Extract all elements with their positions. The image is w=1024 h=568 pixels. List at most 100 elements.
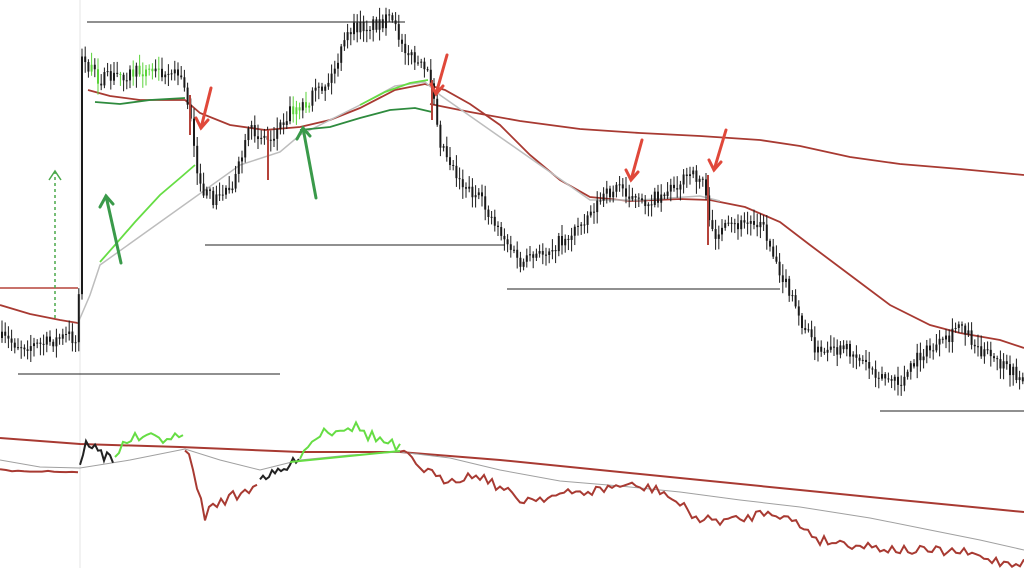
levels: [18, 21, 1024, 412]
candle-body: [647, 204, 650, 207]
candle-body: [324, 86, 327, 91]
candle-body: [119, 73, 122, 75]
candle-body: [541, 251, 544, 255]
candle-body: [317, 86, 320, 88]
candle-body: [503, 235, 506, 240]
candle-body: [231, 188, 234, 191]
oscillator-line: [259, 456, 300, 481]
candle-body: [391, 15, 394, 21]
candle-body: [455, 165, 458, 179]
candle-body: [247, 128, 250, 141]
candle-body: [951, 328, 954, 343]
candle-body: [193, 118, 195, 146]
candle-body: [314, 87, 317, 91]
candle-body: [218, 194, 221, 196]
oscillator-line: [114, 430, 184, 458]
candle-body: [957, 324, 960, 328]
candle-body: [717, 234, 720, 239]
candle-body: [157, 68, 160, 70]
candle-body: [228, 187, 231, 191]
candle-body: [906, 371, 909, 377]
candle-body: [740, 220, 743, 230]
candle-body: [961, 324, 963, 326]
candle-body: [436, 98, 439, 125]
candle-body: [772, 246, 775, 257]
candle-body: [394, 20, 397, 25]
candle-body: [916, 352, 919, 367]
candle-body: [701, 178, 704, 180]
candle-body: [615, 184, 618, 192]
candle-body: [746, 222, 749, 224]
candle-body: [785, 278, 787, 283]
candle-body: [509, 244, 512, 250]
candle-body: [170, 73, 173, 75]
candle-body: [605, 188, 608, 194]
candle-body: [557, 235, 560, 252]
candle-body: [45, 336, 48, 345]
sell-arrow: [194, 86, 213, 131]
candle-body: [1009, 364, 1011, 376]
sell-arrow: [624, 138, 644, 183]
candle-body: [39, 342, 42, 344]
candle-body: [401, 39, 403, 44]
candle-body: [698, 178, 701, 182]
candle-body: [125, 80, 128, 82]
candle-body: [449, 157, 451, 166]
oscillator-line: [0, 468, 79, 474]
candle-body: [260, 137, 263, 139]
oscillator: [0, 420, 1024, 568]
candle-body: [269, 139, 272, 141]
candle-body: [967, 330, 970, 335]
candle-body: [586, 215, 589, 225]
candle-body: [893, 376, 896, 381]
candle-body: [791, 295, 794, 297]
candle-body: [410, 52, 413, 56]
candle-body: [829, 346, 832, 350]
candle-body: [922, 356, 925, 361]
candle-body: [644, 200, 647, 207]
candle-body: [676, 188, 679, 190]
candle-body: [525, 255, 528, 262]
candle-body: [154, 68, 157, 72]
candle-body: [452, 165, 455, 167]
candle-body: [148, 68, 151, 70]
candle-body: [279, 122, 282, 130]
candle-body: [55, 337, 58, 347]
candle-body: [570, 235, 573, 240]
candle-body: [852, 354, 855, 357]
candle-body: [340, 46, 343, 63]
candle-body: [375, 19, 378, 30]
candle-body: [660, 194, 663, 203]
candle-body: [442, 146, 445, 148]
candle-body: [481, 192, 483, 197]
candle-body: [705, 179, 707, 196]
candle-body: [714, 229, 717, 239]
candle-body: [861, 359, 864, 361]
candle-body: [311, 90, 314, 106]
signal-arrows: [98, 53, 728, 265]
candle-body: [522, 261, 525, 267]
candle-body: [855, 354, 858, 358]
candle-body: [282, 122, 285, 125]
candle-body: [986, 349, 989, 351]
candle-body: [359, 21, 362, 33]
candle-body: [321, 86, 323, 91]
candle-body: [381, 19, 384, 29]
candle-body: [1012, 366, 1015, 376]
candle-body: [794, 295, 797, 307]
candle-body: [221, 194, 224, 196]
candle-body: [465, 187, 467, 189]
candle-body: [929, 345, 931, 351]
candle-body: [679, 184, 682, 190]
candle-body: [135, 65, 138, 77]
candle-body: [378, 19, 381, 30]
candle-body: [337, 62, 339, 69]
candle-body: [199, 173, 202, 184]
candle-body: [461, 179, 464, 188]
candle-body: [820, 346, 823, 352]
candle-body: [890, 379, 893, 381]
candle-body: [426, 69, 429, 71]
candle-body: [941, 338, 944, 340]
candle-body: [657, 191, 659, 203]
